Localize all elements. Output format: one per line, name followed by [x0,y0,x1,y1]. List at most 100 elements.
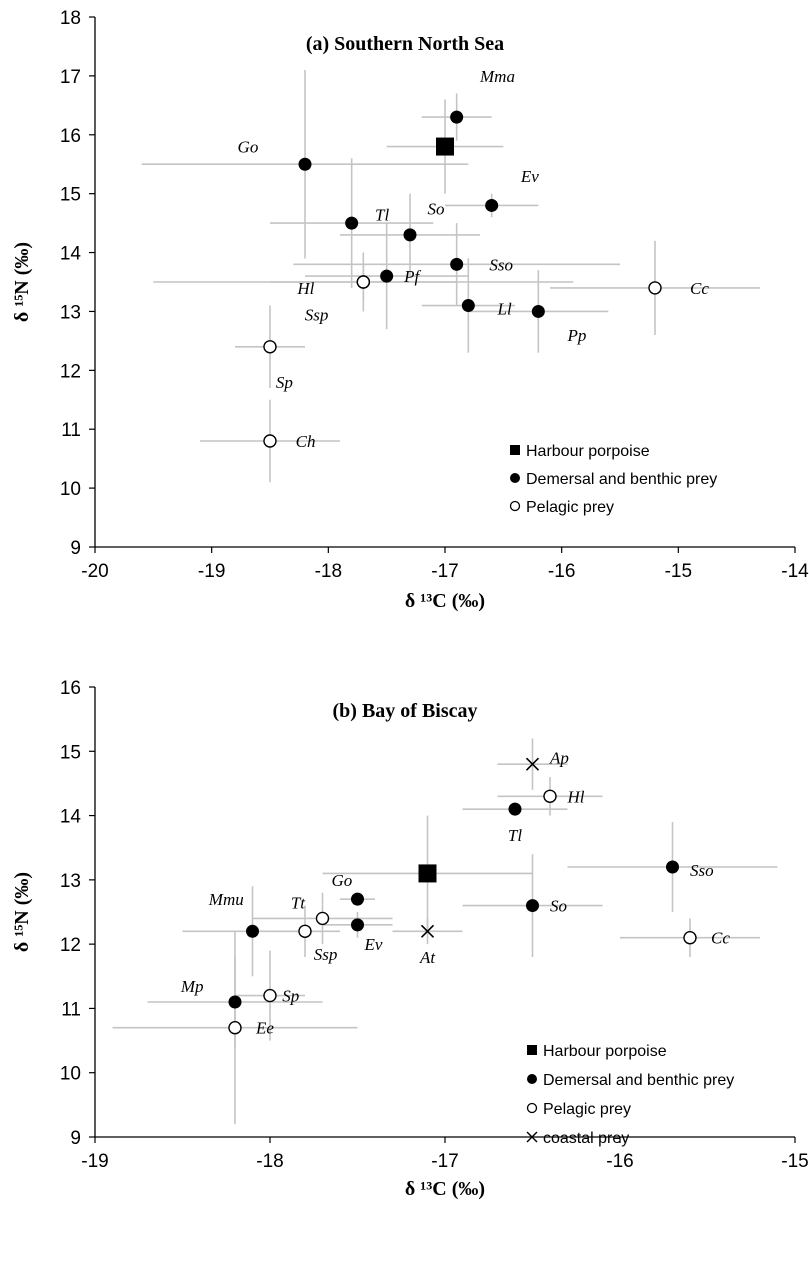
y-tick-label: 17 [60,67,81,88]
data-point-pp [531,304,545,318]
legend-marker [510,445,520,455]
point-label-sso: Sso [690,861,714,880]
data-point-hl [543,789,557,803]
y-tick-label: 10 [60,1064,81,1085]
y-tick-label: 9 [70,1128,81,1149]
chart-title: (b) Bay of Biscay [333,700,478,722]
point-label-sp: Sp [276,373,293,392]
point-label-ssp: Ssp [305,305,329,324]
point-label-cc: Cc [711,929,730,948]
y-tick-label: 10 [60,479,81,500]
point-label-pf: Pf [403,267,421,286]
point-label-pp: Pp [567,326,587,345]
data-point-tt [315,911,330,926]
point-label-at: At [419,948,436,967]
point-label-ch: Ch [296,432,316,451]
data-point-ev [351,918,364,932]
chart-panel-a: 9 10 11 12 13 14 15 16 17 18 -20 -19 -18 -17 -16 -15 -14… [11,8,809,612]
point-label-go: Go [331,871,352,890]
legend-marker [526,1102,538,1114]
data-point-tl [508,802,522,816]
point-label-mp: Mp [180,977,204,996]
point-label-ap: Ap [549,749,569,768]
point-label-ll: Ll [497,300,512,319]
legend-marker [527,1074,537,1084]
legend-marker [526,1131,538,1143]
data-point-so [403,228,417,242]
data-point-ee [228,1021,242,1035]
point-label-go: Go [238,138,259,157]
data-point-at [420,924,435,938]
data-point-sso [450,257,464,271]
point-label-hl: Hl [567,787,585,806]
x-tick-label: -14 [781,561,809,582]
data-point-ll [461,299,475,313]
legend-label: Pelagic prey [526,499,614,516]
data-point-ev [485,198,499,212]
y-tick-label: 13 [60,302,81,323]
legend-label: coastal prey [543,1130,629,1147]
x-tick-label: -16 [606,1151,633,1172]
y-tick-label: 12 [60,935,81,956]
legend-label: Pelagic prey [543,1101,631,1118]
point-label-tl: Tl [375,205,389,224]
data-point-ssp [356,275,371,289]
point-label-tl: Tl [508,826,522,845]
data-point-cc [683,931,697,945]
point-label-ssp: Ssp [314,945,338,964]
x-tick-label: -19 [198,561,225,582]
legend-marker [510,473,520,483]
legend: Harbour porpoise Demersal and benthic pre… [509,443,717,516]
y-tick-label: 14 [60,244,82,265]
x-tick-label: -17 [431,561,458,582]
point-label-sp: Sp [282,987,299,1006]
data-point-ch [263,434,277,448]
data-point-cc [648,281,662,295]
y-tick-label: 12 [60,361,81,382]
y-axis-label: δ ¹⁵N (‰) [11,242,33,322]
y-axis-label: δ ¹⁵N (‰) [11,872,33,952]
point-label-ev: Ev [364,935,383,954]
x-tick-label: -17 [431,1151,458,1172]
y-tick-label: 18 [60,8,81,29]
data-point-go [298,157,312,171]
y-tick-label: 16 [60,678,81,699]
point-label-sso: Sso [489,255,513,274]
point-label-hl: Hl [296,279,314,298]
data-point-sso [666,860,679,874]
x-tick-label: -16 [548,561,575,582]
y-tick-label: 14 [60,807,82,828]
y-tick-label: 16 [60,126,81,147]
legend-label: Demersal and benthic prey [543,1072,734,1089]
data-point-ssp [298,924,312,938]
data-point-so [526,899,539,913]
chart-title: (a) Southern North Sea [306,33,504,55]
x-axis-label: δ ¹³C (‰) [405,1178,485,1200]
x-tick-label: -18 [256,1151,283,1172]
data-point-go [351,892,364,906]
point-label-ee: Ee [255,1019,274,1038]
legend-label: Harbour porpoise [543,1043,667,1060]
point-label-mma: Mma [479,67,515,86]
y-tick-label: 15 [60,742,81,763]
data-point-ap [525,757,540,771]
legend: Harbour porpoise Demersal and benthic pre… [526,1043,734,1147]
data-point-sp [263,340,277,354]
point-label-cc: Cc [690,279,709,298]
data-point-sp [263,988,277,1003]
legend-label: Harbour porpoise [526,443,650,460]
x-axis-label: δ ¹³C (‰) [405,590,485,612]
data-point-tl [345,216,359,230]
y-tick-label: 15 [60,185,81,206]
point-label-mmu: Mmu [208,890,244,909]
x-tick-label: -18 [315,561,342,582]
chart-panel-b: 9 10 11 12 13 14 15 16 -19 -18 -17 -16 -15 δ ¹³C (‰) δ… [11,678,809,1200]
x-tick-label: -20 [81,561,108,582]
point-label-so: So [428,199,445,218]
y-tick-label: 11 [61,420,81,441]
data-point-mp [228,995,242,1009]
data-point-mmu [246,924,259,938]
y-tick-label: 9 [70,538,81,559]
legend-marker [509,500,521,512]
